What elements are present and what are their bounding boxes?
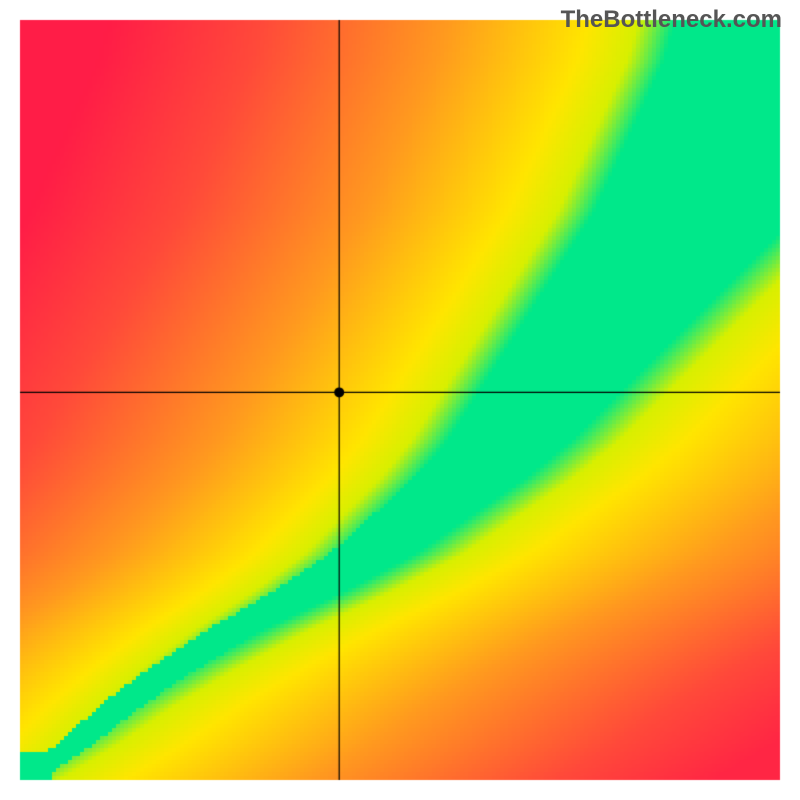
heatmap-region xyxy=(0,0,800,800)
watermark-text: TheBottleneck.com xyxy=(561,6,782,34)
heatmap-canvas xyxy=(0,0,800,800)
chart-container: TheBottleneck.com xyxy=(0,0,800,800)
